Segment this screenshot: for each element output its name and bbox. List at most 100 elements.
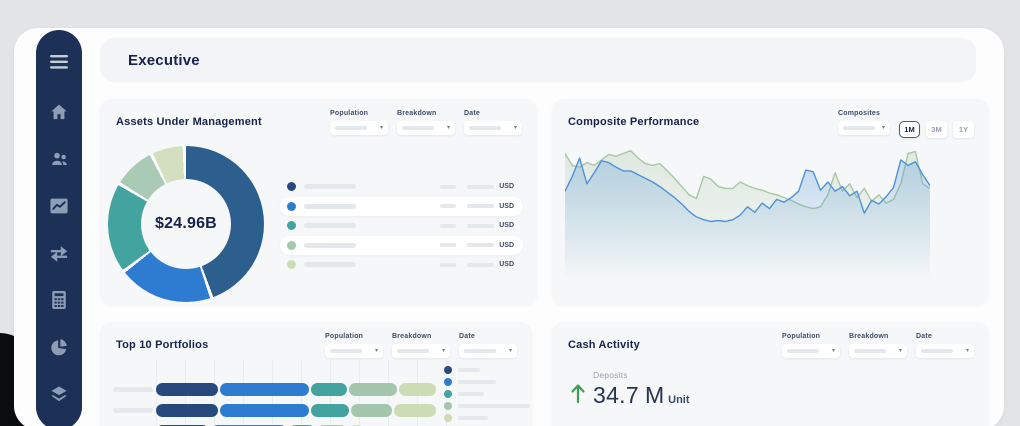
- breakdown-dropdown[interactable]: ▾: [849, 344, 907, 358]
- menu-icon[interactable]: [36, 54, 82, 70]
- date-dropdown[interactable]: ▾: [916, 344, 974, 358]
- range-button-3m[interactable]: 3M: [926, 121, 947, 138]
- aum-legend-row[interactable]: USD: [280, 255, 523, 275]
- placeholder-text: [921, 349, 953, 353]
- aum-legend-row[interactable]: USD: [280, 235, 523, 255]
- placeholder-text: [335, 126, 367, 130]
- skeleton-value: [440, 262, 457, 267]
- filter-label: Population: [325, 333, 364, 340]
- placeholder-text: [464, 349, 496, 353]
- skeleton-value: [440, 204, 457, 209]
- filter-label: Date: [464, 110, 480, 117]
- filter-label: Composites: [838, 110, 881, 117]
- bar-segment: [349, 383, 397, 396]
- placeholder-text: [402, 126, 434, 130]
- card-top-10-portfolios: Top 10 Portfolios Population ▾ Breakdown…: [100, 322, 532, 426]
- population-dropdown[interactable]: ▾: [325, 344, 383, 358]
- legend-item: [444, 402, 530, 410]
- breakdown-dropdown[interactable]: ▾: [392, 344, 450, 358]
- date-dropdown[interactable]: ▾: [459, 344, 517, 358]
- skeleton-label: [304, 184, 356, 190]
- top10-filters: Population ▾ Breakdown ▾ Date ▾: [325, 333, 517, 358]
- skeleton-label: [458, 380, 496, 384]
- bar-segment: [156, 404, 218, 417]
- card-title-aum: Assets Under Management: [116, 116, 262, 128]
- currency-label: USD: [499, 202, 514, 210]
- filter-label: Population: [782, 333, 821, 340]
- currency-label: USD: [499, 241, 514, 249]
- users-icon[interactable]: [36, 148, 82, 170]
- legend-item: [444, 366, 530, 374]
- allocation-pie-icon[interactable]: [36, 336, 82, 358]
- top10-legend: [444, 366, 530, 426]
- skeleton-label: [304, 242, 356, 248]
- placeholder-text: [330, 349, 362, 353]
- card-title-composite: Composite Performance: [568, 116, 700, 128]
- legend-dot: [444, 378, 452, 386]
- aum-legend-row[interactable]: USD: [280, 177, 523, 197]
- filter-label: Breakdown: [397, 110, 437, 117]
- line-green: [565, 150, 930, 210]
- aum-legend-row[interactable]: USD: [280, 196, 523, 216]
- legend-dot: [287, 182, 296, 192]
- filter-label: Breakdown: [392, 333, 432, 340]
- aum-total-value: $24.96B: [155, 215, 217, 232]
- skeleton-label: [458, 392, 484, 396]
- chevron-down-icon: ▾: [965, 348, 969, 354]
- legend-dot: [444, 366, 452, 374]
- filter-population: Population ▾: [325, 333, 383, 358]
- aum-donut-chart: $24.96B: [108, 146, 264, 302]
- filter-label: Population: [330, 110, 369, 117]
- bar-segment: [220, 404, 309, 417]
- range-button-1y[interactable]: 1Y: [953, 121, 974, 138]
- population-dropdown[interactable]: ▾: [782, 344, 840, 358]
- chevron-down-icon: ▾: [446, 125, 450, 131]
- legend-dot: [287, 221, 296, 231]
- currency-label: USD: [499, 183, 514, 191]
- portfolio-bar-row[interactable]: [113, 383, 518, 396]
- filter-population: Population ▾: [782, 333, 840, 358]
- skeleton-label: [458, 368, 480, 372]
- currency-label: USD: [499, 261, 514, 269]
- skeleton-value: [467, 184, 495, 189]
- composites-dropdown[interactable]: ▾: [838, 121, 890, 135]
- card-cash-activity: Cash Activity Population ▾ Breakdown ▾ D…: [552, 322, 989, 426]
- breakdown-dropdown[interactable]: ▾: [397, 121, 455, 135]
- arrow-up-icon: [571, 384, 585, 404]
- filter-label: Breakdown: [849, 333, 889, 340]
- kpi-unit: Unit: [668, 394, 690, 406]
- aum-legend-row[interactable]: USD: [280, 216, 523, 236]
- page-title: Executive: [128, 51, 200, 69]
- legend-dot: [287, 201, 296, 211]
- card-composite-performance: Composite Performance Composites ▾ 1M 3M…: [552, 99, 989, 305]
- cash-filters: Population ▾ Breakdown ▾ Date ▾: [782, 333, 974, 358]
- chevron-down-icon: ▾: [508, 348, 512, 354]
- skeleton-value: [467, 204, 495, 209]
- transfers-icon[interactable]: [36, 242, 82, 264]
- placeholder-text: [397, 349, 429, 353]
- skeleton-value: [467, 243, 495, 248]
- page-header: Executive: [100, 38, 976, 82]
- population-dropdown[interactable]: ▾: [330, 121, 388, 135]
- legend-dot: [444, 414, 452, 422]
- legend-item: [444, 378, 530, 386]
- performance-icon[interactable]: [36, 195, 82, 217]
- composite-area-chart: [565, 150, 930, 279]
- filter-composites: Composites ▾: [838, 110, 890, 135]
- portfolio-bar-row[interactable]: [113, 404, 518, 417]
- skeleton-row-label: [113, 387, 153, 392]
- placeholder-text: [469, 126, 501, 130]
- skeleton-label: [304, 223, 356, 229]
- aum-filters: Population ▾ Breakdown ▾ Date ▾: [330, 110, 522, 135]
- kpi-magnitude: M: [644, 382, 665, 408]
- range-toggle: 1M 3M 1Y: [899, 121, 974, 138]
- layers-icon[interactable]: [36, 383, 82, 405]
- range-button-1m[interactable]: 1M: [899, 121, 920, 138]
- date-dropdown[interactable]: ▾: [464, 121, 522, 135]
- sidebar: [36, 30, 82, 426]
- bar-segment: [220, 383, 309, 396]
- calculator-icon[interactable]: [36, 289, 82, 311]
- placeholder-text: [843, 126, 875, 130]
- home-icon[interactable]: [36, 101, 82, 123]
- chevron-down-icon: ▾: [513, 125, 517, 131]
